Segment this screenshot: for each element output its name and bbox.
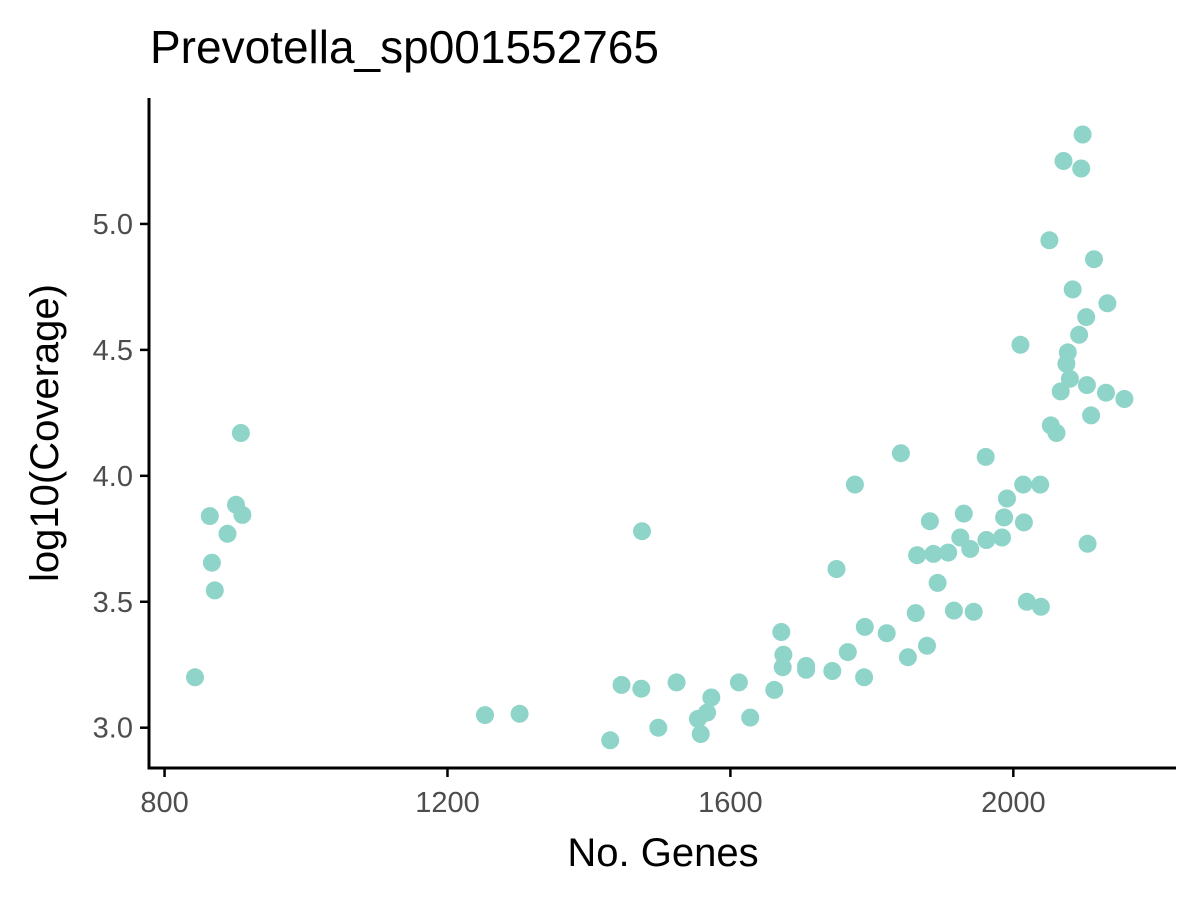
- chart-title: Prevotella_sp001552765: [150, 21, 659, 73]
- data-point: [918, 636, 936, 655]
- data-point: [649, 718, 668, 737]
- data-point: [1115, 390, 1134, 408]
- data-point: [855, 668, 874, 687]
- data-points: [186, 125, 1134, 750]
- data-point: [698, 703, 717, 722]
- data-point: [1063, 280, 1082, 299]
- data-point: [920, 512, 939, 531]
- data-point: [774, 645, 793, 664]
- x-tick-label: 1600: [698, 787, 763, 819]
- data-point: [1031, 597, 1050, 616]
- data-point: [961, 539, 980, 558]
- data-point: [633, 522, 651, 541]
- data-point: [1058, 343, 1077, 362]
- data-point: [702, 688, 721, 707]
- data-point: [667, 673, 686, 692]
- data-point: [510, 704, 529, 723]
- x-tick-label: 1200: [415, 787, 480, 819]
- data-point: [1017, 592, 1036, 611]
- data-point: [1082, 406, 1101, 425]
- data-point: [964, 602, 983, 621]
- data-point: [998, 489, 1016, 508]
- x-axis-title: No. Genes: [567, 831, 758, 875]
- data-point: [993, 528, 1011, 547]
- data-point: [1011, 335, 1030, 354]
- data-point: [1078, 534, 1097, 553]
- data-point: [1098, 294, 1117, 313]
- data-point: [977, 531, 996, 549]
- data-point: [772, 623, 791, 641]
- data-point: [601, 731, 620, 750]
- data-point: [1040, 231, 1059, 250]
- data-point: [765, 680, 784, 699]
- data-point: [1070, 325, 1089, 344]
- y-tick-label: 4.5: [93, 335, 133, 367]
- y-tick-label: 4.0: [93, 461, 133, 493]
- data-point: [612, 675, 631, 694]
- x-tick-label: 800: [140, 787, 188, 819]
- data-point: [976, 447, 995, 466]
- data-point: [231, 424, 250, 442]
- data-point: [1097, 383, 1115, 402]
- data-point: [845, 475, 864, 494]
- data-point: [1077, 376, 1096, 395]
- y-tick-label: 3.0: [93, 713, 133, 745]
- data-point: [729, 673, 748, 692]
- data-point: [838, 643, 857, 662]
- data-point: [476, 706, 494, 725]
- x-tick-label: 2000: [981, 787, 1046, 819]
- data-point: [823, 662, 842, 680]
- y-tick-label: 3.5: [93, 587, 133, 619]
- data-point: [1072, 159, 1091, 178]
- data-point: [632, 679, 651, 698]
- x-axis-ticks: 800 1200 1600 2000: [140, 768, 1046, 819]
- data-point: [200, 507, 219, 526]
- data-point: [954, 504, 973, 523]
- data-point: [1073, 125, 1092, 144]
- y-axis-title: log10(Coverage): [23, 284, 67, 582]
- data-point: [908, 546, 927, 565]
- data-point: [741, 708, 760, 727]
- data-point: [691, 725, 710, 743]
- data-point: [877, 624, 896, 643]
- data-point: [1047, 424, 1066, 442]
- data-point: [939, 543, 958, 562]
- data-point: [186, 668, 204, 687]
- data-point: [1085, 250, 1103, 269]
- y-axis-ticks: 3.0 3.5 4.0 4.5 5.0: [93, 209, 149, 745]
- data-point: [205, 581, 224, 600]
- data-point: [1054, 152, 1073, 170]
- data-point: [928, 573, 947, 592]
- data-point: [1060, 369, 1079, 388]
- data-point: [995, 508, 1014, 527]
- data-point: [218, 524, 237, 543]
- data-point: [891, 444, 910, 463]
- y-tick-label: 5.0: [93, 209, 133, 241]
- data-point: [1014, 475, 1033, 494]
- data-point: [924, 544, 943, 563]
- data-point: [233, 505, 252, 524]
- data-point: [1014, 513, 1033, 532]
- data-point: [1031, 475, 1050, 494]
- data-point: [827, 560, 846, 578]
- data-point: [906, 604, 925, 623]
- data-point: [202, 553, 221, 572]
- data-point: [855, 617, 874, 636]
- data-point: [898, 648, 917, 667]
- data-point: [1077, 308, 1096, 327]
- data-point: [944, 601, 963, 620]
- data-point: [797, 660, 816, 679]
- data-point: [1051, 382, 1070, 401]
